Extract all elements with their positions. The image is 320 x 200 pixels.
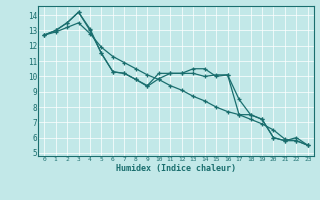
X-axis label: Humidex (Indice chaleur): Humidex (Indice chaleur) xyxy=(116,164,236,173)
